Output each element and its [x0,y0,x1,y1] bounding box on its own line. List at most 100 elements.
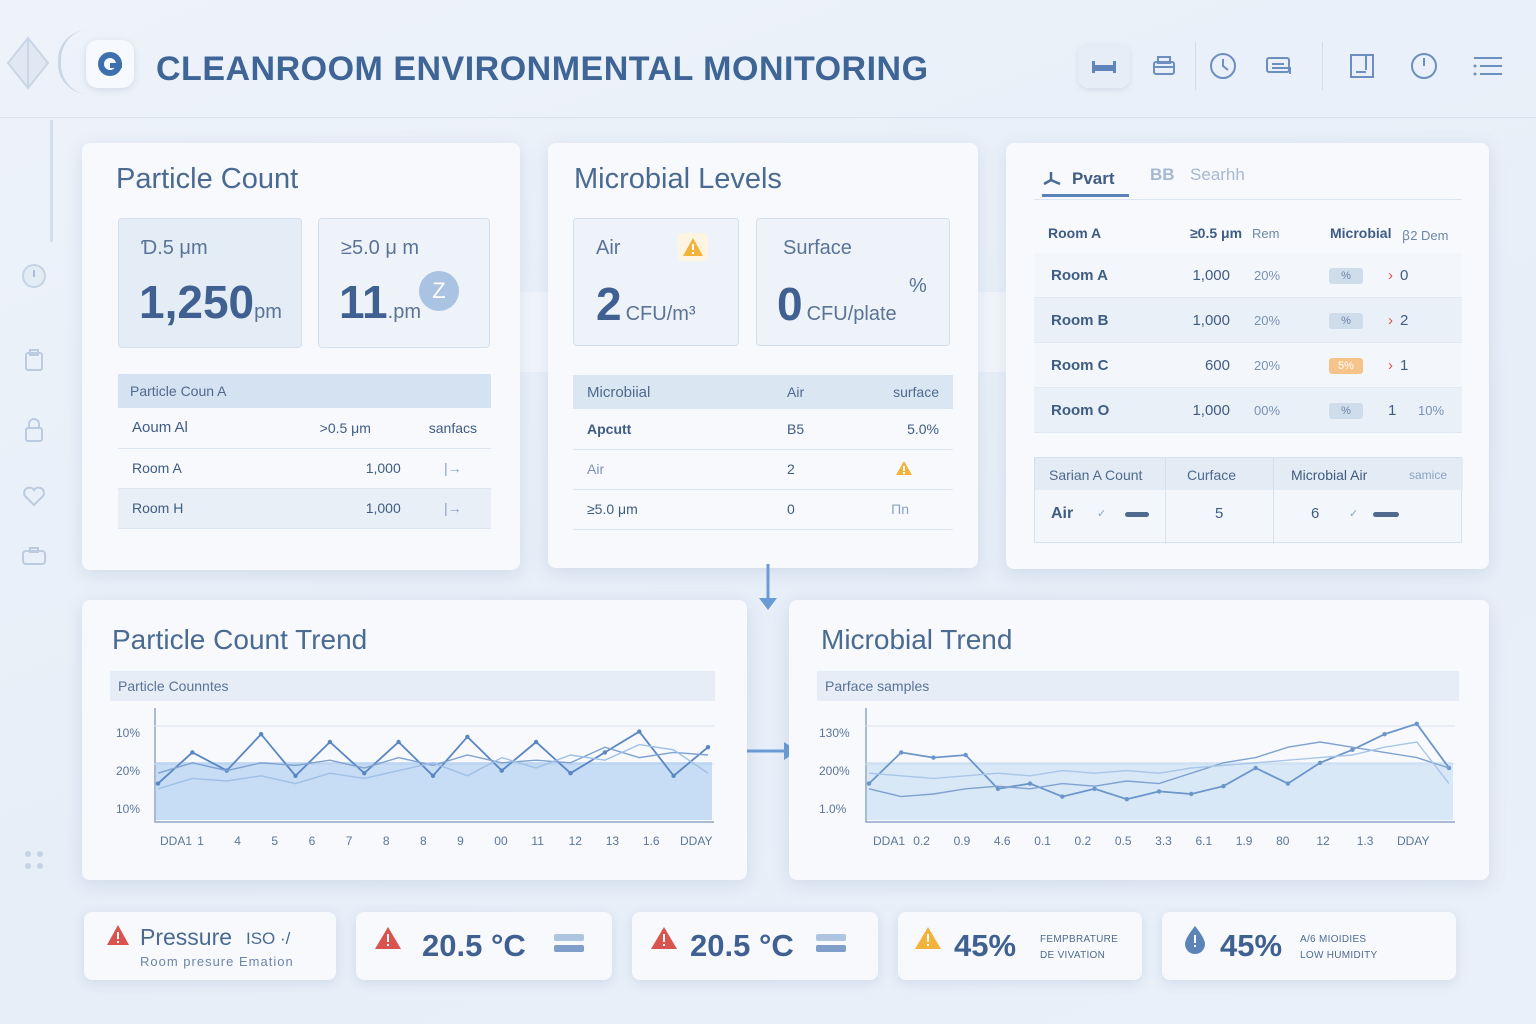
col-header: Microbiial [573,375,773,409]
col-header: surface [833,375,953,409]
timer-icon [1411,53,1437,79]
timer-button[interactable] [1398,44,1450,88]
sidebar-item-briefcase[interactable] [18,540,50,572]
printer-icon [1153,56,1175,75]
history-button[interactable] [1197,44,1249,88]
summary-cell: 6 [1311,505,1320,522]
chart-axis [154,708,714,823]
x-tick-label: 8 [420,834,427,848]
table-row[interactable]: Room A 1,000 |→ [118,448,491,489]
table-row[interactable]: Room A 1,000 20%% › 0 [1034,253,1462,298]
table-row[interactable]: Room C 600 20% 5% › 1 [1034,343,1462,388]
series-line-3 [157,743,709,790]
sidebar-item-lock[interactable] [18,414,50,446]
surface-cell [833,449,953,490]
table-row[interactable]: Room O 1,000 00%% 1 10% [1034,388,1462,433]
transfer-button[interactable] [1254,44,1306,88]
card-title: Microbial Trend [821,624,1013,655]
sidebar-item-more[interactable] [18,844,50,876]
data-point [1317,760,1323,765]
pct-cell: 20% [1254,268,1281,283]
lock-icon [25,418,43,442]
data-point [705,745,711,750]
sidebar-item-clipboard[interactable] [18,344,50,376]
panel-button[interactable] [1336,44,1388,88]
refresh-badge[interactable]: Z [419,271,459,311]
room-cell: Room C [1051,357,1109,374]
table-header-row: Aoum Al >0.5 μm sanfacs [118,408,491,449]
panel-icon [1350,54,1374,78]
list-button[interactable] [1462,44,1514,88]
alert-temperature-2[interactable]: 20.5 °C [632,912,878,980]
toolbar-divider [1322,42,1323,90]
stat-unit: CFU/m³ [625,303,696,325]
table-row[interactable]: Room H 1,000 |→ [118,488,491,529]
chart-axis [865,708,1455,823]
action-cell[interactable]: |→ [414,488,491,529]
data-point [1285,781,1291,786]
x-tick-label: 0.9 [953,834,971,848]
toolbar-divider [1195,42,1196,90]
x-tick-label: 4 [234,834,241,848]
data-point [362,771,367,776]
x-tick-label: 13 [605,834,620,848]
table-row[interactable]: Apcutt B5 5.0% [573,409,953,450]
app-icon[interactable] [86,40,134,88]
warning-red-icon [107,925,129,945]
data-point [995,786,1001,791]
table-row[interactable]: Air 2 [573,449,953,490]
x-tick-label: 00 [494,834,508,848]
y-tick-label: 200% [819,764,850,778]
action-cell[interactable]: |→ [414,448,491,489]
air-cell: 2 [773,449,833,490]
data-point [931,755,936,760]
alert-caption: DE VIVATION [1040,950,1106,961]
col-header: Aoum Al [118,408,306,449]
surface-cell: 5.0% [833,409,953,450]
col-header: Microbial [1330,225,1392,241]
clipboard-icon [25,349,43,371]
microbial-cell: 10% [1418,403,1445,418]
microbial-trend-card: Microbial Trend Parface samples 130% 200%… [789,600,1489,880]
status-badge: 5% [1329,358,1363,374]
col-header: Microbial Air [1291,467,1368,483]
stat-tile[interactable]: ≥5.0 μ m 11.pm Z [318,218,490,348]
alert-pressure[interactable]: Pressure ISO ·/ Room presure Emation [84,912,336,980]
drop-icon [1185,926,1205,954]
x-tick-label: 12 [568,834,582,848]
stat-tile[interactable]: Ɗ.5 μm 1,250pm [118,218,302,348]
tab-bb[interactable]: BB [1150,165,1175,184]
alert-temperature-1[interactable]: 20.5 °C [356,912,612,980]
stat-tile[interactable]: Air 2 CFU/m³ [573,218,739,346]
alert-deviation[interactable]: 45% FEMPBRATURE DE VIVATION [898,912,1142,980]
table-header-row: Microbiial Air surface [573,375,953,409]
data-point [1189,791,1194,797]
sidebar-item-power[interactable] [18,260,50,292]
app-logo-icon [98,52,122,76]
stat-tile[interactable]: Surface % 0 CFU/plate [756,218,950,346]
y-tick-label: 20% [116,764,141,778]
x-tick-label: 0.2 [1074,834,1092,848]
tab-search[interactable]: Searhh [1190,165,1245,184]
list-icon [1473,57,1502,76]
x-tick-label: DDA1 [160,834,193,848]
x-tick-label: 6 [308,834,316,848]
alert-humidity[interactable]: 45% A/6 MIOIDIES LOW HUMIDITY [1162,912,1456,980]
microbial-trend-chart[interactable] [865,708,1455,832]
x-tick-label: DDAY [680,834,713,848]
table-row[interactable]: ≥5.0 μm 0 Πn [573,489,953,530]
trend-cell: 1 [1388,402,1397,419]
table-row[interactable]: Room B 1,000 20%% › 2 [1034,298,1462,343]
particle-trend-chart[interactable] [154,708,714,832]
app-header: CLEANROOM ENVIRONMENTAL MONITORING [0,0,1536,118]
sidebar-item-health[interactable] [18,480,50,512]
check-icon: ✓ [1097,508,1107,520]
stat-label: Air [596,237,621,259]
col-header: >0.5 μm [305,408,415,449]
col-header: Room A [1048,225,1102,241]
printer-button[interactable] [1138,44,1190,88]
bed-button[interactable] [1078,44,1130,88]
tab-plant[interactable]: Pvart [1042,163,1129,197]
count-cell: 1,000 [1192,267,1230,284]
col-divider [1165,458,1166,544]
